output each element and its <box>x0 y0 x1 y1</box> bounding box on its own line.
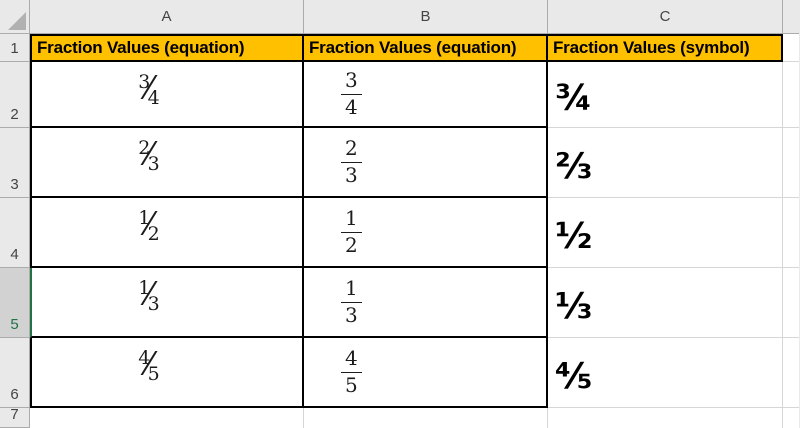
fraction-denominator: 4 <box>147 87 160 109</box>
slanted-fraction: 3 ⁄ 4 <box>138 69 160 109</box>
fraction-numerator: 3 <box>138 71 151 93</box>
cell-D3[interactable] <box>783 128 799 198</box>
column-header-B[interactable]: B <box>304 0 548 34</box>
column-header-D[interactable] <box>783 0 799 34</box>
fraction-denominator: 3 <box>341 162 362 187</box>
column-header-A[interactable]: A <box>30 0 304 34</box>
sheet-row-1: 1 Fraction Values (equation) Fraction Va… <box>0 34 799 62</box>
fraction-denominator: 5 <box>341 372 362 397</box>
fraction-slash: ⁄ <box>146 69 152 107</box>
cell-C1[interactable]: Fraction Values (symbol) <box>548 34 783 62</box>
select-all-triangle-icon <box>8 12 26 30</box>
fraction-denominator: 5 <box>147 363 160 385</box>
cell-D5[interactable] <box>783 268 799 338</box>
row-header-2[interactable]: 2 <box>0 62 30 128</box>
fraction-symbol: ½ <box>555 216 593 257</box>
fraction-slash: ⁄ <box>146 135 152 173</box>
fraction-symbol: ⅘ <box>555 356 593 397</box>
cell-C3[interactable]: ⅔ <box>548 128 783 198</box>
cell-A3[interactable]: 2 ⁄ 3 <box>30 128 304 198</box>
fraction-symbol: ⅓ <box>555 286 593 327</box>
fraction-denominator: 3 <box>341 302 362 327</box>
fraction-denominator: 4 <box>341 94 362 119</box>
fraction-numerator: 1 <box>138 277 151 299</box>
slanted-fraction: 4 ⁄ 5 <box>138 345 160 385</box>
column-header-strip: A B C <box>0 0 799 34</box>
cell-C7[interactable] <box>548 408 783 428</box>
fraction-denominator: 3 <box>147 293 160 315</box>
cell-C4[interactable]: ½ <box>548 198 783 268</box>
cell-A6[interactable]: 4 ⁄ 5 <box>30 338 304 408</box>
cell-A5-active[interactable]: 1 ⁄ 3 <box>30 268 304 338</box>
fraction-slash: ⁄ <box>146 345 152 383</box>
fraction-numerator: 2 <box>138 137 151 159</box>
fraction-denominator: 2 <box>147 223 160 245</box>
cell-A4[interactable]: 1 ⁄ 2 <box>30 198 304 268</box>
slanted-fraction: 1 ⁄ 3 <box>138 275 160 315</box>
fraction-symbol: ¾ <box>555 78 593 119</box>
slanted-fraction: 1 ⁄ 2 <box>138 205 160 245</box>
row-header-7[interactable]: 7 <box>0 406 30 428</box>
cell-C2[interactable]: ¾ <box>548 62 783 128</box>
row-header-5-selected[interactable]: 5 <box>0 268 30 338</box>
fraction-symbol: ⅔ <box>555 146 593 187</box>
fraction-numerator: 3 <box>345 68 358 92</box>
sheet-row-7: 7 <box>0 406 799 428</box>
row-header-4[interactable]: 4 <box>0 198 30 268</box>
cell-A1[interactable]: Fraction Values (equation) <box>30 34 304 62</box>
cell-D7[interactable] <box>783 408 799 428</box>
cell-D4[interactable] <box>783 198 799 268</box>
fraction-numerator: 1 <box>138 207 151 229</box>
row-header-1[interactable]: 1 <box>0 34 30 62</box>
fraction-slash: ⁄ <box>146 205 152 243</box>
column-header-C[interactable]: C <box>548 0 783 34</box>
cell-D1[interactable] <box>783 34 799 62</box>
select-all-corner[interactable] <box>0 0 30 34</box>
row-header-3[interactable]: 3 <box>0 128 30 198</box>
cell-B1[interactable]: Fraction Values (equation) <box>304 34 548 62</box>
fraction-numerator: 2 <box>345 136 358 160</box>
fraction-slash: ⁄ <box>146 275 152 313</box>
cell-D6[interactable] <box>783 338 799 408</box>
cell-A7[interactable] <box>30 408 304 428</box>
fraction-denominator: 3 <box>147 153 160 175</box>
cell-C5[interactable]: ⅓ <box>548 268 783 338</box>
cell-B7[interactable] <box>304 408 548 428</box>
fraction-numerator: 1 <box>345 206 358 230</box>
cell-D2[interactable] <box>783 62 799 128</box>
row-header-6[interactable]: 6 <box>0 338 30 408</box>
fraction-denominator: 2 <box>341 232 362 257</box>
cell-C6[interactable]: ⅘ <box>548 338 783 408</box>
fraction-numerator: 1 <box>345 276 358 300</box>
cell-A2[interactable]: 3 ⁄ 4 <box>30 62 304 128</box>
fraction-numerator: 4 <box>138 347 151 369</box>
fraction-numerator: 4 <box>345 346 358 370</box>
slanted-fraction: 2 ⁄ 3 <box>138 135 160 175</box>
